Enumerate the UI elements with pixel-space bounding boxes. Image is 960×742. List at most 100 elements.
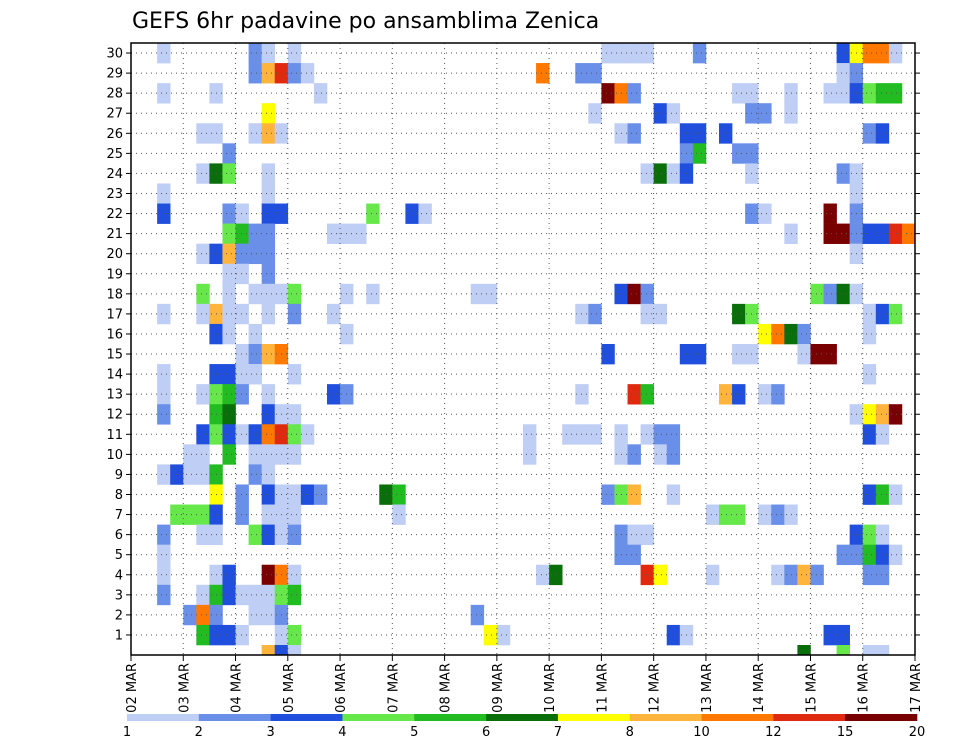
heatmap-cell (771, 384, 785, 405)
colorbar-label: 10 (693, 725, 710, 740)
heatmap-cell (627, 444, 641, 465)
heatmap-cell (222, 364, 236, 385)
heatmap-cell (235, 203, 249, 224)
heatmap-cell (222, 584, 236, 606)
heatmap-cell (235, 584, 249, 606)
heatmap-cell (222, 404, 236, 425)
heatmap-cell (862, 323, 877, 345)
heatmap-cell (196, 384, 210, 405)
heatmap-cell (758, 203, 772, 224)
heatmap-cell (196, 464, 210, 485)
heatmap-cell (261, 344, 276, 365)
colorbar-label: 8 (626, 725, 634, 740)
colorbar-segment (270, 714, 343, 721)
colorbar-segment (557, 714, 631, 721)
heatmap-cell (183, 444, 197, 465)
heatmap-cell (261, 263, 276, 285)
heatmap-cell (640, 303, 654, 325)
x-tick-label: 14 MAR (752, 663, 767, 713)
heatmap-cell (601, 83, 615, 104)
heatmap-cell (196, 624, 210, 646)
heatmap-cell (653, 444, 668, 465)
heatmap-cell (640, 163, 654, 184)
heatmap-cell (758, 504, 772, 525)
heatmap-cell (875, 223, 890, 244)
y-tick-label: 18 (106, 287, 123, 302)
y-tick-label: 25 (106, 147, 123, 162)
heatmap-cell (261, 243, 276, 265)
heatmap-cell (366, 283, 380, 305)
heatmap-cell (470, 604, 485, 626)
x-tick-label: 17 MAR (909, 663, 924, 713)
heatmap-cell (287, 645, 302, 655)
heatmap-cell (601, 43, 615, 64)
heatmap-cell (483, 283, 498, 305)
heatmap-cell (222, 243, 236, 265)
heatmap-cell (875, 645, 890, 655)
heatmap-cell (235, 384, 249, 405)
heatmap-cell (836, 43, 850, 64)
heatmap-cell (875, 524, 890, 545)
heatmap-cell (888, 544, 903, 566)
heatmap-cell (157, 43, 171, 64)
heatmap-cell (157, 384, 171, 405)
heatmap-cell (875, 303, 890, 325)
heatmap-cell (222, 624, 236, 646)
heatmap-cell (836, 544, 850, 566)
heatmap-cell (797, 645, 811, 655)
x-tick-label: 16 MAR (857, 663, 872, 713)
heatmap-cell (248, 63, 262, 84)
y-tick-label: 3 (115, 588, 123, 603)
heatmap-cell (888, 484, 903, 505)
x-axis-ticks: 02 MAR 03 MAR 04 MAR 05 MAR 06 MAR 07 MAR 08 M… (125, 655, 924, 713)
heatmap-cell (261, 43, 276, 64)
heatmap-cell (248, 283, 262, 305)
heatmap-cell (797, 564, 811, 586)
heatmap-cell (300, 424, 315, 445)
heatmap-cell (287, 404, 302, 425)
heatmap-cell (248, 444, 262, 465)
heatmap-cell (222, 283, 236, 305)
heatmap-cell (732, 83, 746, 104)
heatmap-cell (313, 83, 328, 104)
heatmap-cell (287, 524, 302, 545)
heatmap-cell (222, 223, 236, 244)
heatmap-cell (196, 283, 210, 305)
heatmap-cell (196, 604, 210, 626)
heatmap-cell (862, 404, 877, 425)
colorbar-label: 1 (123, 725, 131, 740)
heatmap-cell (692, 123, 707, 144)
heatmap-cell (261, 384, 276, 405)
heatmap-cell (405, 203, 419, 224)
heatmap-cell (261, 63, 276, 84)
heatmap-cell (862, 83, 877, 104)
heatmap-cell (692, 143, 707, 164)
heatmap-cell (157, 404, 171, 425)
heatmap-cell (196, 584, 210, 606)
heatmap-cell (862, 43, 877, 64)
heatmap-cell (705, 564, 720, 586)
heatmap-cell (287, 43, 302, 64)
heatmap-cell (235, 364, 249, 385)
heatmap-cell (261, 564, 276, 586)
heatmap-cell (261, 404, 276, 425)
heatmap-cell (836, 283, 850, 305)
heatmap-cell (862, 484, 877, 505)
heatmap-cell (732, 384, 746, 405)
heatmap-cell (327, 384, 341, 405)
y-tick-label: 26 (106, 127, 123, 142)
heatmap-cell (719, 123, 733, 144)
heatmap-cell (261, 103, 276, 124)
x-tick-label: 10 MAR (543, 663, 558, 713)
heatmap-cell (157, 564, 171, 586)
heatmap-cell (732, 344, 746, 365)
x-tick-label: 07 MAR (386, 663, 401, 713)
x-tick-label: 08 MAR (439, 663, 454, 713)
heatmap-cell (235, 484, 249, 505)
heatmap-cell (888, 43, 903, 64)
heatmap-cell (248, 243, 262, 265)
heatmap-cell (666, 163, 681, 184)
heatmap-cell (287, 564, 302, 586)
heatmap-cell (627, 544, 641, 566)
x-tick-label: 06 MAR (334, 663, 349, 713)
